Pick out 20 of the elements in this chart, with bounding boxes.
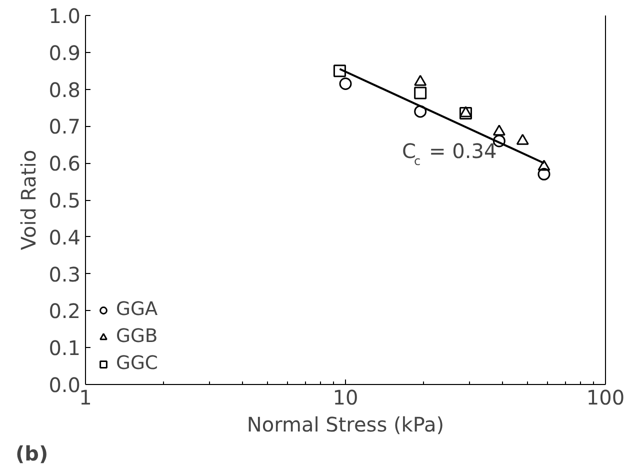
y-tick-label: 1.0 [48,4,81,28]
y-tick-label: 0.4 [48,225,81,250]
legend-label: GGC [116,353,158,374]
y-tick-label: 0.5 [48,188,81,212]
legend-label: GGA [116,299,158,320]
y-tick-label: 0.0 [48,373,81,397]
y-tick-label: 0.7 [48,114,81,139]
text: (b) [16,442,48,466]
x-tick-label: 10 [332,386,358,410]
x-tick-label: 100 [586,386,625,410]
y-tick-label: 0.1 [48,336,81,360]
y-tick-label: 0.8 [48,78,81,102]
y-tick-label: 0.6 [48,152,81,176]
x-tick-label: 1 [79,386,92,410]
x-axis-title: Normal Stress (kPa) [246,412,444,436]
y-tick-label: 0.9 [48,40,81,65]
legend-label: GGB [116,326,158,347]
y-tick-label: 0.3 [48,262,81,286]
y-axis-title: Void Ratio [16,150,41,250]
y-tick-label: 0.2 [48,299,81,324]
